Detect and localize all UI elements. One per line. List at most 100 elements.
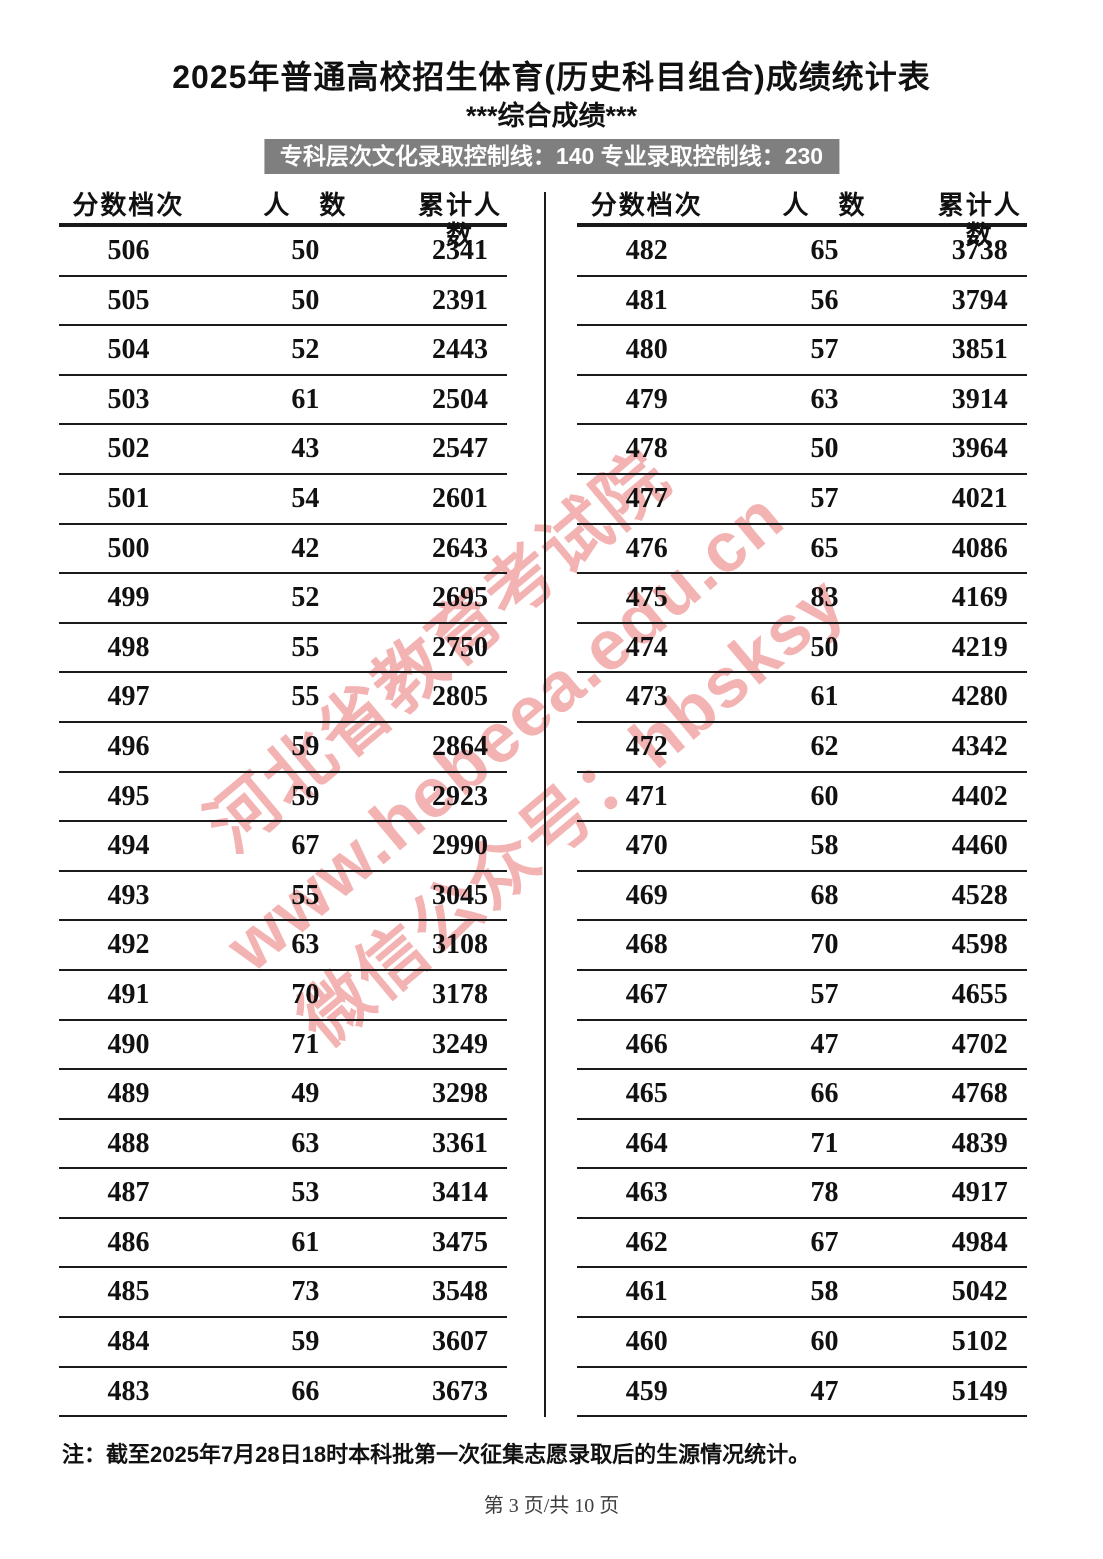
table-row: 461 58 5042 — [577, 1268, 1027, 1319]
cumulative-cell: 2695 — [431, 582, 488, 614]
table-row: 486 61 3475 — [59, 1219, 507, 1269]
score-cell: 486 — [107, 1226, 150, 1258]
count-cell: 70 — [291, 978, 320, 1010]
score-cell: 478 — [625, 433, 668, 465]
cumulative-cell: 3548 — [431, 1276, 488, 1308]
table-row: 494 67 2990 — [59, 822, 507, 872]
count-cell: 68 — [810, 879, 839, 911]
header-count: 人 数 — [782, 190, 867, 220]
count-cell: 70 — [810, 929, 839, 961]
score-cell: 503 — [107, 383, 150, 415]
cumulative-cell: 3607 — [431, 1326, 488, 1358]
score-cell: 469 — [625, 879, 668, 911]
score-cell: 463 — [625, 1177, 668, 1209]
cumulative-cell: 5102 — [951, 1326, 1008, 1358]
cumulative-cell: 3964 — [951, 433, 1008, 465]
table-row: 489 49 3298 — [59, 1070, 507, 1120]
cumulative-cell: 3249 — [431, 1028, 488, 1060]
cumulative-cell: 3851 — [951, 334, 1008, 366]
score-cell: 464 — [625, 1127, 668, 1159]
table-row: 464 71 4839 — [577, 1120, 1027, 1170]
cumulative-cell: 4528 — [951, 879, 1008, 911]
count-cell: 59 — [291, 1326, 320, 1358]
table-row: 465 66 4768 — [577, 1070, 1027, 1120]
table-row: 470 58 4460 — [577, 822, 1027, 872]
score-cell: 477 — [625, 482, 668, 514]
score-cell: 489 — [107, 1078, 150, 1110]
table-row: 477 57 4021 — [577, 475, 1027, 525]
cumulative-cell: 4460 — [951, 830, 1008, 862]
table-row: 478 50 3964 — [577, 425, 1027, 475]
score-cell: 488 — [107, 1127, 150, 1159]
score-cell: 475 — [625, 582, 668, 614]
score-cell: 466 — [625, 1028, 668, 1060]
table-row: 488 63 3361 — [59, 1120, 507, 1170]
score-cell: 468 — [625, 929, 668, 961]
table-row: 463 78 4917 — [577, 1169, 1027, 1219]
table-body-right: 482 65 3738 481 56 3794 480 57 3851 479 63 3914 478 5… — [577, 227, 1027, 1418]
cumulative-cell: 4280 — [951, 681, 1008, 713]
table-row: 474 50 4219 — [577, 624, 1027, 674]
cumulative-cell: 2990 — [431, 830, 488, 862]
count-cell: 58 — [810, 830, 839, 862]
score-cell: 499 — [107, 582, 150, 614]
cumulative-cell: 2864 — [431, 730, 488, 762]
count-cell: 43 — [291, 433, 320, 465]
score-cell: 505 — [107, 284, 150, 316]
table-row: 499 52 2695 — [59, 574, 507, 624]
score-cell: 494 — [107, 830, 150, 862]
count-cell: 57 — [810, 978, 839, 1010]
count-cell: 55 — [291, 631, 320, 663]
table-row: 506 50 2341 — [59, 227, 507, 277]
count-cell: 58 — [810, 1276, 839, 1308]
score-cell: 482 — [625, 235, 668, 266]
cumulative-cell: 2643 — [431, 532, 488, 564]
table-row: 496 59 2864 — [59, 723, 507, 773]
count-cell: 59 — [291, 780, 320, 812]
table-row: 500 42 2643 — [59, 525, 507, 575]
count-cell: 56 — [810, 284, 839, 316]
table-row: 469 68 4528 — [577, 872, 1027, 922]
cumulative-cell: 4021 — [951, 482, 1008, 514]
table-row: 483 66 3673 — [59, 1368, 507, 1418]
score-cell: 501 — [107, 482, 150, 514]
score-cell: 459 — [625, 1375, 668, 1407]
table-row: 459 47 5149 — [577, 1368, 1027, 1418]
count-cell: 50 — [810, 631, 839, 663]
score-cell: 500 — [107, 532, 150, 564]
table-row: 505 50 2391 — [59, 277, 507, 327]
score-cell: 479 — [625, 383, 668, 415]
count-cell: 83 — [810, 582, 839, 614]
score-cell: 480 — [625, 334, 668, 366]
score-cell: 502 — [107, 433, 150, 465]
cumulative-cell: 2923 — [431, 780, 488, 812]
score-cell: 460 — [625, 1326, 668, 1358]
count-cell: 57 — [810, 334, 839, 366]
header-count: 人 数 — [263, 190, 348, 220]
count-cell: 52 — [291, 582, 320, 614]
count-cell: 53 — [291, 1177, 320, 1209]
cumulative-cell: 2341 — [431, 235, 488, 266]
score-cell: 467 — [625, 978, 668, 1010]
score-table-right: 分数档次 人 数 累计人数 482 65 3738 481 56 3794 480 57 385… — [577, 190, 1027, 1418]
score-cell: 492 — [107, 929, 150, 961]
count-cell: 78 — [810, 1177, 839, 1209]
cumulative-cell: 3361 — [431, 1127, 488, 1159]
score-cell: 493 — [107, 879, 150, 911]
table-row: 468 70 4598 — [577, 921, 1027, 971]
table-row: 490 71 3249 — [59, 1021, 507, 1071]
score-cell: 498 — [107, 631, 150, 663]
table-row: 479 63 3914 — [577, 376, 1027, 426]
cumulative-cell: 2601 — [431, 482, 488, 514]
count-cell: 63 — [291, 1127, 320, 1159]
table-row: 498 55 2750 — [59, 624, 507, 674]
cumulative-cell: 3045 — [431, 879, 488, 911]
score-cell: 484 — [107, 1326, 150, 1358]
table-body-left: 506 50 2341 505 50 2391 504 52 2443 503 61 2504 502 4… — [59, 227, 507, 1418]
table-row: 487 53 3414 — [59, 1169, 507, 1219]
score-cell: 481 — [625, 284, 668, 316]
score-cell: 473 — [625, 681, 668, 713]
table-row: 467 57 4655 — [577, 971, 1027, 1021]
score-cell: 461 — [625, 1276, 668, 1308]
table-row: 497 55 2805 — [59, 673, 507, 723]
